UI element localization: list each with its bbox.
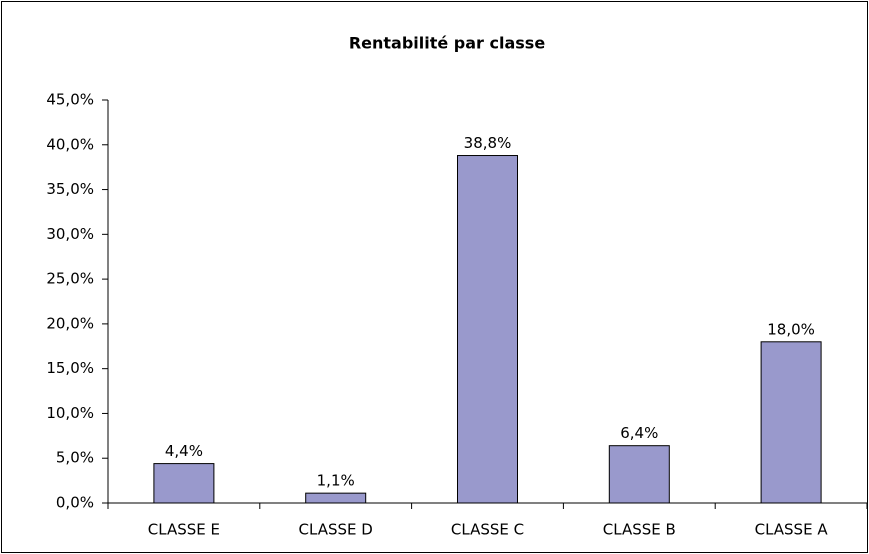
y-tick-label: 0,0% (56, 494, 94, 512)
chart-title: Rentabilité par classe (349, 34, 546, 53)
x-tick-label: CLASSE C (451, 521, 524, 539)
x-tick-label: CLASSE B (603, 521, 676, 539)
x-tick-label: CLASSE E (148, 521, 220, 539)
y-tick-label: 45,0% (46, 91, 94, 109)
y-tick-label: 40,0% (46, 135, 94, 153)
bar (153, 463, 215, 504)
data-label: 4,4% (165, 442, 203, 460)
y-tick-label: 25,0% (46, 270, 94, 288)
data-label: 1,1% (317, 472, 355, 490)
bar (760, 341, 822, 504)
data-label: 6,4% (620, 424, 658, 442)
y-tick-label: 10,0% (46, 404, 94, 422)
bar (608, 445, 670, 504)
x-tick-label: CLASSE A (755, 521, 829, 539)
bar (457, 155, 518, 504)
bar (305, 492, 367, 504)
y-tick-label: 35,0% (46, 180, 94, 198)
x-tick-label: CLASSE D (299, 521, 373, 539)
y-tick-label: 30,0% (46, 225, 94, 243)
y-tick-label: 20,0% (46, 314, 94, 332)
y-tick-label: 5,0% (56, 449, 94, 467)
y-tick-label: 15,0% (46, 359, 94, 377)
data-label: 18,0% (767, 320, 815, 338)
data-label: 38,8% (464, 134, 512, 152)
